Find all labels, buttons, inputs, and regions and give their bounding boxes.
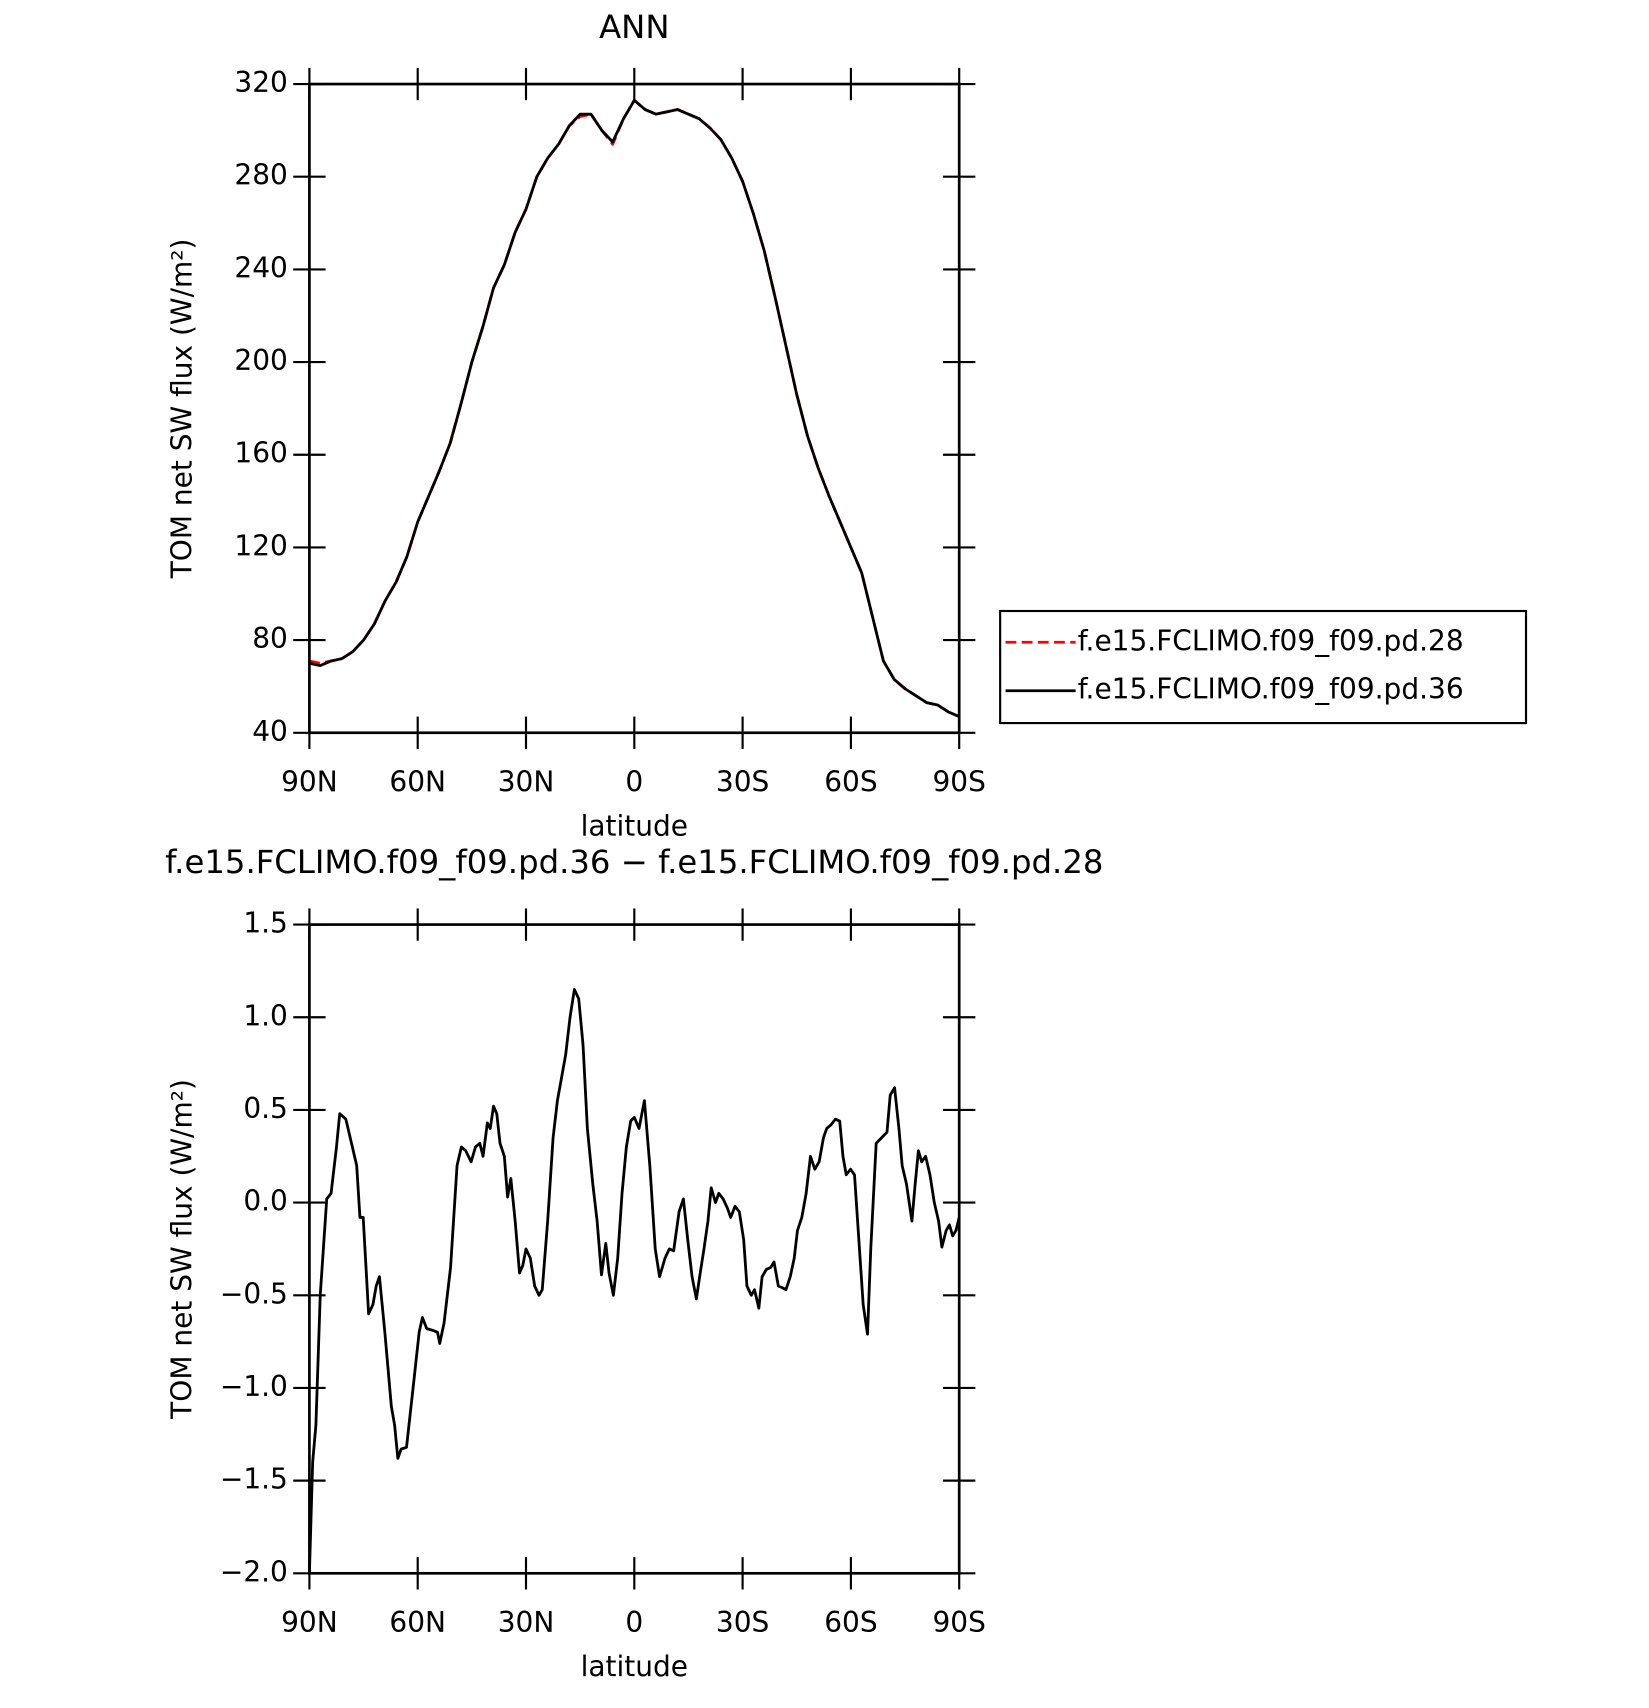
plot-frame bbox=[308, 923, 961, 1575]
chart-title: f.e15.FCLIMO.f09_f09.pd.36 − f.e15.FCLIM… bbox=[165, 843, 1103, 881]
x-tick-label: 60S bbox=[824, 1606, 877, 1639]
legend-label: f.e15.FCLIMO.f09_f09.pd.36 bbox=[1078, 673, 1464, 706]
x-tick-label: 90N bbox=[281, 765, 338, 798]
y-tick-label: 0.0 bbox=[243, 1185, 288, 1218]
x-tick-label: 0 bbox=[625, 765, 643, 798]
y-tick-label: 40 bbox=[252, 715, 288, 748]
x-tick-label: 30S bbox=[716, 765, 769, 798]
legend-label: f.e15.FCLIMO.f09_f09.pd.28 bbox=[1078, 624, 1464, 657]
y-tick-label: 0.5 bbox=[243, 1092, 288, 1125]
x-tick-label: 60S bbox=[824, 765, 877, 798]
y-tick-label: 160 bbox=[234, 437, 287, 470]
x-tick-label: 0 bbox=[625, 1606, 643, 1639]
legend-box bbox=[999, 609, 1528, 725]
y-axis-label: TOM net SW flux (W/m²) bbox=[165, 239, 198, 580]
y-tick-label: −1.0 bbox=[220, 1370, 288, 1403]
y-tick-label: −0.5 bbox=[220, 1277, 288, 1310]
y-tick-label: 80 bbox=[252, 622, 288, 655]
data-line bbox=[309, 98, 960, 718]
x-tick-label: 30N bbox=[498, 765, 555, 798]
chart-title: ANN bbox=[599, 8, 669, 46]
y-tick-label: 1.0 bbox=[243, 999, 288, 1032]
data-line bbox=[308, 988, 961, 1574]
x-tick-label: 90S bbox=[932, 765, 985, 798]
x-tick-label: 90S bbox=[932, 1606, 985, 1639]
x-tick-label: 30N bbox=[498, 1606, 555, 1639]
plot-frame bbox=[308, 82, 961, 735]
x-tick-label: 60N bbox=[389, 765, 446, 798]
data-line bbox=[309, 98, 960, 718]
x-tick-label: 90N bbox=[281, 1606, 338, 1639]
y-tick-label: 240 bbox=[234, 251, 287, 284]
y-tick-label: 200 bbox=[234, 344, 287, 377]
x-tick-label: 30S bbox=[716, 1606, 769, 1639]
x-tick-label: 60N bbox=[389, 1606, 446, 1639]
y-tick-label: 280 bbox=[234, 159, 287, 192]
y-tick-label: −2.0 bbox=[220, 1555, 288, 1588]
y-tick-label: 320 bbox=[234, 66, 287, 99]
x-axis-label: latitude bbox=[581, 1650, 688, 1683]
y-tick-label: −1.5 bbox=[220, 1463, 288, 1496]
y-tick-label: 120 bbox=[234, 529, 287, 562]
x-axis-label: latitude bbox=[581, 810, 688, 843]
y-axis-label: TOM net SW flux (W/m²) bbox=[165, 1079, 198, 1420]
y-tick-label: 1.5 bbox=[243, 907, 288, 940]
